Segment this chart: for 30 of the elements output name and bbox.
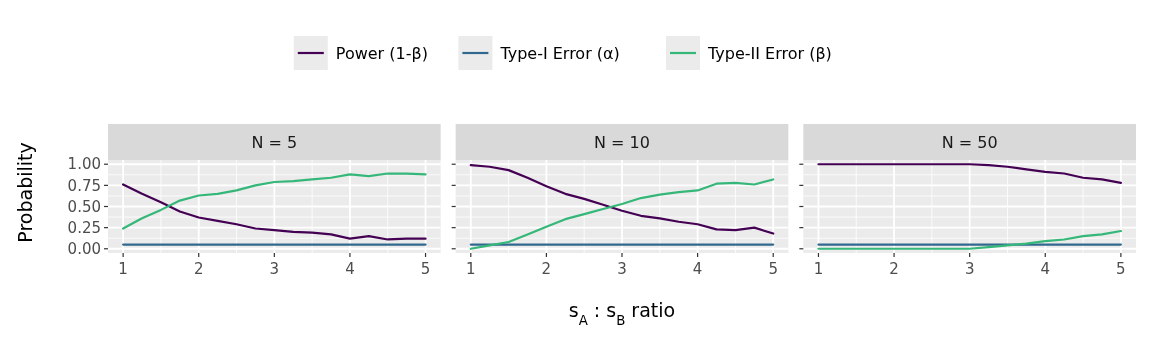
x-tick-label: 4 <box>1040 260 1051 278</box>
line-series <box>122 172 427 230</box>
x-tick-label: 4 <box>345 260 355 278</box>
x-axis-title: s$_{A}$ : s$_{B}$ ratio <box>568 299 676 328</box>
x-tick-label: 1 <box>813 260 824 278</box>
x-tick-label: 3 <box>617 260 627 278</box>
x-tick-label: 5 <box>1116 260 1126 278</box>
x-tick-label: 5 <box>768 260 778 278</box>
legend-label: Power (1-β) <box>335 43 428 63</box>
y-tick-label: 0.50 <box>67 197 101 216</box>
x-tick-label: 5 <box>420 260 431 278</box>
y-tick-label: 0.25 <box>67 218 101 237</box>
legend-label: Type-II Error (β) <box>707 43 832 63</box>
legend-label: Type-I Error (α) <box>499 43 620 63</box>
chart-title: N = 10 <box>594 133 650 152</box>
y-tick-label: 0.75 <box>67 176 101 195</box>
y-axis-title: Probability <box>14 142 36 243</box>
x-tick-label: 2 <box>193 260 204 278</box>
line-series <box>122 183 427 241</box>
x-tick-label: 2 <box>541 260 552 278</box>
x-tick-label: 2 <box>889 260 899 278</box>
x-tick-label: 1 <box>466 260 476 278</box>
x-tick-label: 3 <box>964 260 975 278</box>
chart-title: N = 5 <box>251 133 298 152</box>
y-tick-label: 0.00 <box>67 240 101 259</box>
chart-title: N = 50 <box>941 133 998 152</box>
x-tick-label: 3 <box>269 260 280 278</box>
y-tick-label: 1.00 <box>67 155 101 174</box>
x-tick-label: 4 <box>692 260 703 278</box>
x-tick-label: 1 <box>118 260 128 278</box>
